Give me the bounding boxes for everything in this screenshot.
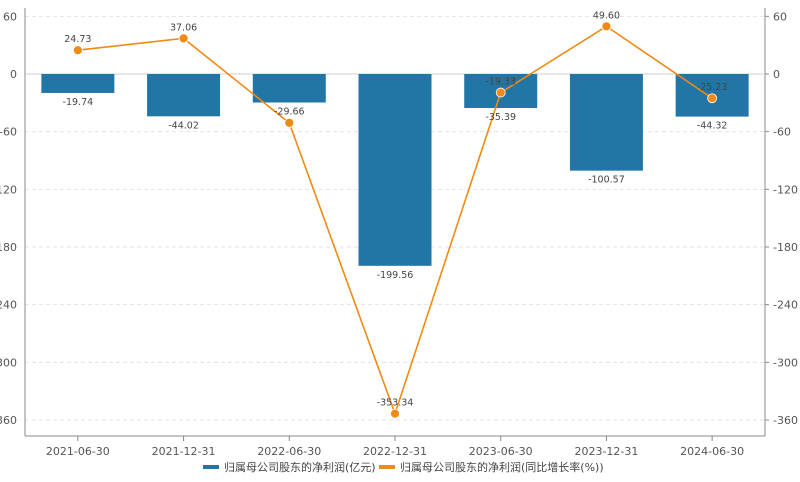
right-tick-label: 0 (773, 68, 780, 81)
left-tick-label: 0 (10, 68, 17, 81)
legend[interactable]: 归属母公司股东的净利润(亿元) 归属母公司股东的净利润(同比增长率(%)) (203, 460, 604, 474)
bar (252, 74, 326, 103)
right-tick-label: -240 (773, 299, 798, 312)
right-tick-label: -120 (773, 183, 798, 196)
bar-series (41, 74, 749, 266)
growth-point (390, 408, 400, 419)
bar-value-label: -29.66 (274, 107, 305, 118)
left-tick-label: 360 (0, 414, 17, 427)
growth-point (495, 87, 506, 98)
line-value-label: -353.34 (377, 398, 414, 409)
legend-bar-swatch (203, 465, 219, 469)
right-tick-label: -180 (773, 241, 798, 254)
growth-point (601, 21, 612, 32)
line-value-label: -25.23 (697, 82, 728, 93)
growth-point (178, 33, 189, 44)
bar-value-label: -19.74 (63, 97, 94, 108)
left-tick-label: 300 (0, 356, 17, 369)
line-value-label: -19.33 (485, 77, 516, 88)
line-value-label: 49.60 (593, 10, 620, 21)
legend-line-label: 归属母公司股东的净利润(同比增长率(%)) (400, 460, 604, 474)
data-labels: -19.74 -44.02 -29.66 -199.56 -35.39 -100.57 -4… (63, 10, 728, 408)
right-tick-label: 60 (773, 10, 787, 23)
bar (358, 74, 432, 266)
legend-bar-label: 归属母公司股东的净利润(亿元) (224, 460, 376, 474)
left-tick-label: 120 (0, 183, 17, 196)
line-series (72, 21, 718, 419)
bar (41, 74, 115, 93)
right-tick-label: -300 (773, 356, 798, 369)
right-tick-label: -360 (773, 414, 798, 427)
bar-value-label: -199.56 (377, 270, 414, 281)
bar-value-label: -44.02 (168, 120, 199, 131)
left-tick-label: -60 (0, 126, 17, 139)
right-tick-label: -60 (773, 126, 791, 139)
bar-value-label: -44.32 (697, 121, 728, 132)
growth-point (72, 45, 83, 56)
bar (147, 74, 221, 117)
x-tick-label: 2021-12-31 (152, 445, 216, 458)
growth-point (284, 118, 295, 128)
x-tick-label: 2022-06-30 (257, 445, 321, 458)
bar-value-label: -100.57 (588, 175, 625, 186)
x-tick-label: 2023-12-31 (574, 445, 638, 458)
left-tick-label: 60 (3, 10, 17, 23)
x-tick-label: 2021-06-30 (46, 445, 110, 458)
line-value-label: 24.73 (64, 34, 91, 45)
legend-line-swatch (379, 465, 395, 469)
left-tick-label: 240 (0, 299, 17, 312)
x-tick-label: 2023-06-30 (469, 445, 533, 458)
x-tick-label: 2022-12-31 (363, 445, 427, 458)
bar-value-label: -35.39 (485, 112, 516, 123)
growth-point (707, 93, 718, 104)
left-tick-label: 180 (0, 241, 17, 254)
line-value-label: 37.06 (170, 22, 197, 33)
bar (569, 74, 643, 171)
x-tick-label: 2024-06-30 (680, 445, 744, 458)
